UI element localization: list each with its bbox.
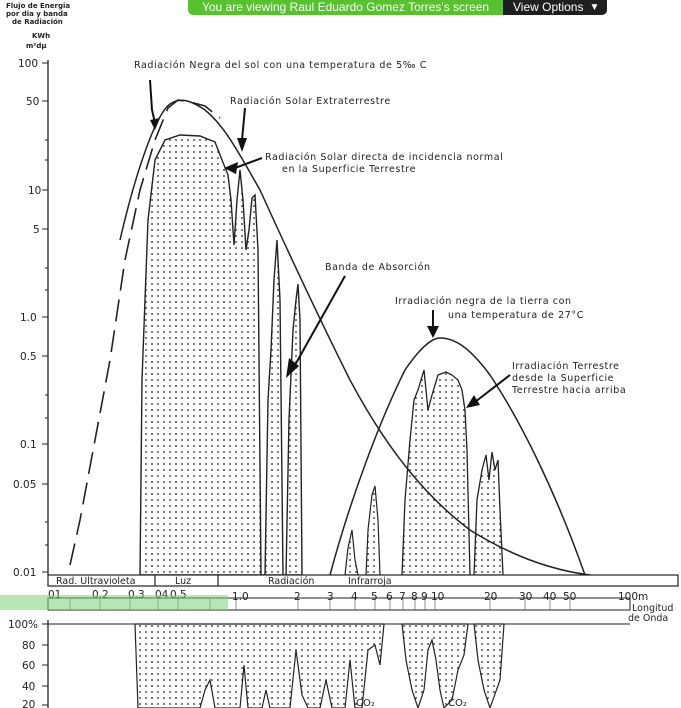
y-tick-1: 1.0 [20, 312, 37, 324]
lower-transmission-band-3 [473, 623, 505, 708]
x-tick-1: 1.0 [232, 591, 249, 603]
arrow-extraterrestrial [241, 107, 246, 141]
y-axis-label-line-2: por dia y banda [6, 10, 68, 18]
annotation-earth-black-1: Irradiación negra de la tierra con [395, 296, 572, 307]
y-axis-label-line-5: m²dμ [26, 42, 47, 50]
arrow-head-1 [150, 118, 160, 130]
lower-y-tick-80: 80 [22, 640, 35, 652]
lower-transmission-band-2 [401, 623, 469, 708]
extraterrestrial-curve [119, 99, 591, 576]
annotation-absorption: Banda de Absorción [325, 262, 431, 273]
y-axis-label-line-1: Flujo de Energia [6, 2, 70, 10]
earth-blackbody-curve [329, 337, 586, 576]
x-tick-9: 9 [421, 591, 428, 603]
band-light: Luz [175, 576, 191, 587]
x-tick-3: 3 [327, 591, 334, 603]
lower-y-ticks [42, 623, 48, 706]
y-axis-label-line-4: KWh [32, 32, 50, 40]
terrestrial-upward-radiation [401, 369, 471, 576]
annotation-extraterrestrial: Radiación Solar Extraterrestre [230, 96, 391, 107]
annotation-direct-2: en la Superficie Terrestre [282, 164, 416, 175]
view-options-button[interactable]: View Options ▼ [503, 0, 608, 15]
small-band-2 [365, 485, 381, 576]
x-axis-label-2: de Onda [628, 613, 668, 624]
co2-label-1: CO₂ [356, 698, 375, 708]
screen-share-message: You are viewing Raul Eduardo Gomez Torre… [188, 0, 503, 15]
lower-transmission-band-1 [134, 623, 385, 708]
annotation-earth-black-2: una temperatura de 27°C [448, 310, 584, 321]
band-strip [47, 574, 679, 587]
co2-label-2: CO₂ [448, 698, 467, 708]
annotation-terrestrial-1: Irradiación Terrestre [512, 361, 620, 372]
band-infrared-1: Radiación [268, 576, 314, 587]
x-tick-30: 30 [519, 591, 532, 603]
x-tick-10: 10 [431, 591, 444, 603]
arrow-head-2 [237, 138, 247, 152]
x-tick-6: 6 [386, 591, 393, 603]
y-tick-10: 10 [28, 185, 41, 197]
arrow-absorption [294, 275, 346, 366]
arrow-head-4 [286, 358, 299, 378]
x-tick-100m: 100m [618, 591, 648, 603]
x-tick-2: 2 [294, 591, 301, 603]
arrow-direct [234, 157, 263, 169]
y-tick-100: 100 [18, 58, 38, 70]
arrow-sun-blackbody [149, 79, 156, 124]
green-selection-overlay [0, 595, 228, 610]
x-tick-5: 5 [371, 591, 378, 603]
x-tick-8: 8 [411, 591, 418, 603]
lower-y-tick-100: 100% [8, 619, 38, 631]
y-tick-0-5: 0.5 [20, 351, 37, 363]
annotation-sun-blackbody: Radiación Negra del sol con una temperat… [134, 60, 427, 71]
screen-share-banner: You are viewing Raul Eduardo Gomez Torre… [188, 0, 608, 15]
x-tick-20: 20 [484, 591, 497, 603]
annotation-terrestrial-2: desde la Superficie [512, 373, 614, 384]
lower-y-tick-20: 20 [22, 699, 35, 708]
y-tick-0-1: 0.1 [20, 439, 37, 451]
surface-direct-radiation [139, 134, 303, 576]
arrow-terrestrial [474, 374, 511, 403]
x-tick-50: 50 [563, 591, 576, 603]
lower-y-tick-60: 60 [22, 660, 35, 672]
band-uv: Rad. Ultravioleta [56, 576, 135, 587]
y-tick-5: 5 [33, 224, 40, 236]
sun-blackbody-curve [69, 99, 221, 566]
x-tick-40: 40 [543, 591, 556, 603]
band-infrared-2: Infrarroja [348, 576, 392, 587]
x-axis-label-1: Longitud [632, 603, 673, 614]
x-tick-7: 7 [399, 591, 406, 603]
small-band-1 [344, 529, 359, 576]
y-axis-label-line-3: de Radiación [12, 18, 63, 26]
lower-y-tick-40: 40 [22, 681, 35, 693]
view-options-label: View Options [513, 0, 584, 14]
annotation-terrestrial-3: Terrestre hacia arriba [511, 385, 626, 396]
terrestrial-band-2 [473, 451, 504, 576]
x-tick-4: 4 [351, 591, 358, 603]
arrow-head-6 [466, 395, 480, 408]
chevron-down-icon: ▼ [589, 2, 600, 13]
y-tick-50: 50 [26, 96, 39, 108]
y-tick-0-01: 0.01 [13, 567, 36, 579]
y-tick-0-05: 0.05 [13, 479, 36, 491]
arrow-head-3 [224, 162, 238, 174]
annotation-direct-1: Radiación Solar directa de incidencia no… [265, 152, 503, 163]
y-axis-ticks [42, 62, 48, 573]
arrow-head-5 [427, 326, 439, 338]
